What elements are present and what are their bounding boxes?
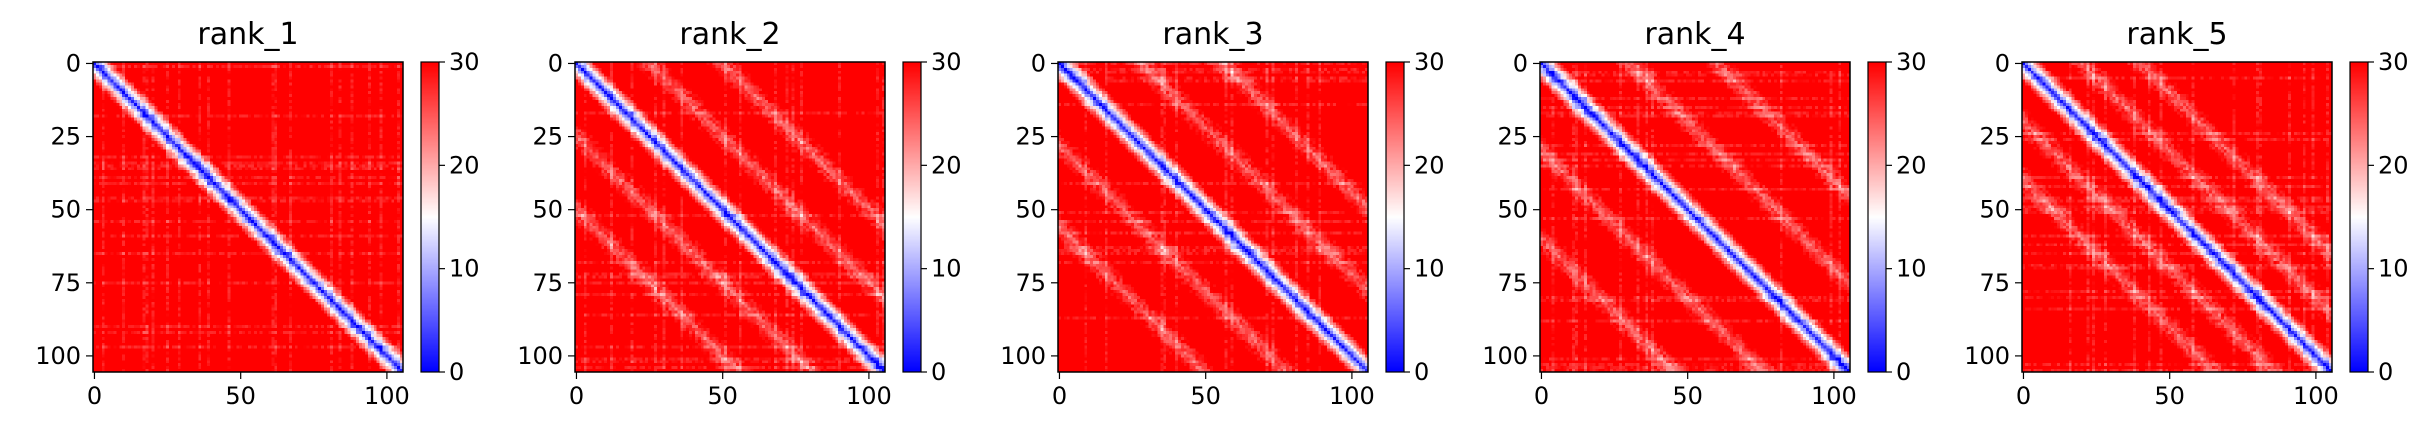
heatmap-frame xyxy=(2021,61,2333,373)
colorbar-tick-label: 10 xyxy=(1414,255,1445,283)
y-tick-label: 50 xyxy=(1979,196,2010,224)
x-tick-label: 50 xyxy=(2154,382,2185,410)
x-tick-label: 50 xyxy=(1672,382,1703,410)
colorbar-gradient xyxy=(903,62,921,372)
y-tick-label: 25 xyxy=(1979,123,2010,151)
heatmap-image xyxy=(1540,62,1850,372)
colorbar-tick-label: 30 xyxy=(931,48,962,76)
y-tick-label: 75 xyxy=(532,269,563,297)
heatmap-image xyxy=(575,62,885,372)
panel-title: rank_3 xyxy=(1162,17,1263,52)
colorbar-tick-label: 0 xyxy=(1414,358,1429,386)
heatmap-image xyxy=(1058,62,1368,372)
y-tick-label: 100 xyxy=(35,342,81,370)
colorbar-tick-label: 0 xyxy=(1896,358,1911,386)
x-tick-label: 50 xyxy=(225,382,256,410)
colorbar-frame xyxy=(420,61,440,373)
colorbar-tick-label: 20 xyxy=(449,151,480,179)
colorbar-gradient xyxy=(421,62,439,372)
y-tick-label: 75 xyxy=(1497,269,1528,297)
colorbar-gradient xyxy=(2350,62,2368,372)
y-tick-label: 0 xyxy=(548,49,563,77)
colorbar-tick-label: 20 xyxy=(1896,151,1927,179)
y-tick-label: 25 xyxy=(50,123,81,151)
x-tick-label: 0 xyxy=(1534,382,1549,410)
x-tick-label: 100 xyxy=(846,382,892,410)
colorbar-frame xyxy=(1867,61,1887,373)
x-tick-label: 0 xyxy=(87,382,102,410)
panel-title: rank_5 xyxy=(2126,17,2227,52)
y-tick-label: 0 xyxy=(66,49,81,77)
panel-title: rank_2 xyxy=(679,17,780,52)
y-tick-label: 0 xyxy=(1031,49,1046,77)
x-tick-label: 50 xyxy=(1190,382,1221,410)
y-tick-label: 25 xyxy=(1497,123,1528,151)
panel-title: rank_1 xyxy=(197,17,298,52)
colorbar-tick-label: 30 xyxy=(449,48,480,76)
colorbar-tick-label: 0 xyxy=(931,358,946,386)
heatmap-frame xyxy=(1057,61,1369,373)
x-tick-label: 100 xyxy=(2293,382,2339,410)
x-tick-label: 0 xyxy=(2016,382,2031,410)
x-tick-label: 100 xyxy=(364,382,410,410)
y-tick-label: 100 xyxy=(1000,342,1046,370)
colorbar-tick-label: 20 xyxy=(2378,151,2409,179)
heatmap-image xyxy=(93,62,403,372)
x-tick-label: 100 xyxy=(1329,382,1375,410)
y-tick-label: 0 xyxy=(1513,49,1528,77)
colorbar-tick-label: 30 xyxy=(1896,48,1927,76)
y-tick-label: 75 xyxy=(50,269,81,297)
colorbar-tick-label: 20 xyxy=(1414,151,1445,179)
colorbar-frame xyxy=(902,61,922,373)
colorbar-tick-label: 10 xyxy=(2378,255,2409,283)
heatmap-frame xyxy=(92,61,404,373)
y-tick-label: 25 xyxy=(532,123,563,151)
panel-title: rank_4 xyxy=(1644,17,1745,52)
y-tick-label: 75 xyxy=(1015,269,1046,297)
heatmap-image xyxy=(2022,62,2332,372)
colorbar-tick-label: 10 xyxy=(449,255,480,283)
y-tick-label: 100 xyxy=(1964,342,2010,370)
colorbar-tick-label: 0 xyxy=(2378,358,2393,386)
colorbar-tick-label: 0 xyxy=(449,358,464,386)
y-tick-label: 100 xyxy=(1482,342,1528,370)
colorbar-tick-label: 30 xyxy=(1414,48,1445,76)
y-tick-label: 50 xyxy=(532,196,563,224)
heatmap-frame xyxy=(1539,61,1851,373)
x-tick-label: 0 xyxy=(1052,382,1067,410)
y-tick-label: 100 xyxy=(517,342,563,370)
colorbar-tick-label: 30 xyxy=(2378,48,2409,76)
y-tick-label: 25 xyxy=(1015,123,1046,151)
y-tick-label: 50 xyxy=(1497,196,1528,224)
y-tick-label: 50 xyxy=(50,196,81,224)
y-tick-label: 75 xyxy=(1979,269,2010,297)
colorbar-frame xyxy=(2349,61,2369,373)
x-tick-label: 50 xyxy=(707,382,738,410)
x-tick-label: 0 xyxy=(569,382,584,410)
x-tick-label: 100 xyxy=(1811,382,1857,410)
colorbar-gradient xyxy=(1868,62,1886,372)
colorbar-gradient xyxy=(1386,62,1404,372)
y-tick-label: 50 xyxy=(1015,196,1046,224)
colorbar-tick-label: 20 xyxy=(931,151,962,179)
heatmap-frame xyxy=(574,61,886,373)
colorbar-tick-label: 10 xyxy=(931,255,962,283)
colorbar-frame xyxy=(1385,61,1405,373)
y-tick-label: 0 xyxy=(1995,49,2010,77)
colorbar-tick-label: 10 xyxy=(1896,255,1927,283)
